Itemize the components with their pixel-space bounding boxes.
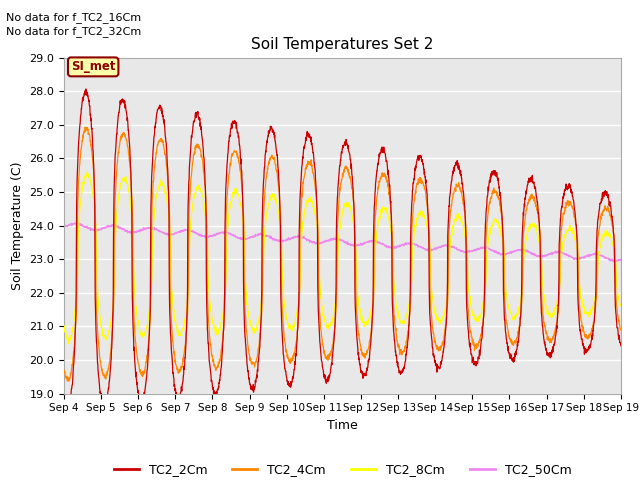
- TC2_4Cm: [359, 351, 367, 357]
- TC2_2Cm: [371, 189, 379, 195]
- TC2_4Cm: [568, 204, 576, 210]
- TC2_8Cm: [359, 320, 367, 325]
- TC2_50Cm: [371, 238, 379, 244]
- TC2_8Cm: [584, 312, 591, 318]
- X-axis label: Time: Time: [327, 419, 358, 432]
- TC2_4Cm: [584, 336, 591, 342]
- TC2_4Cm: [617, 326, 625, 332]
- TC2_4Cm: [60, 367, 68, 373]
- Line: TC2_8Cm: TC2_8Cm: [64, 172, 621, 344]
- TC2_50Cm: [216, 230, 223, 236]
- TC2_50Cm: [617, 256, 625, 262]
- TC2_2Cm: [505, 350, 513, 356]
- TC2_50Cm: [60, 224, 68, 230]
- TC2_2Cm: [617, 343, 625, 348]
- TC2_50Cm: [611, 259, 619, 264]
- TC2_4Cm: [81, 124, 89, 130]
- TC2_50Cm: [359, 241, 367, 247]
- TC2_50Cm: [584, 252, 591, 258]
- TC2_8Cm: [617, 301, 625, 307]
- TC2_50Cm: [72, 220, 80, 226]
- TC2_8Cm: [568, 225, 576, 231]
- Line: TC2_4Cm: TC2_4Cm: [64, 127, 621, 381]
- TC2_2Cm: [568, 189, 576, 195]
- Text: No data for f_TC2_16Cm: No data for f_TC2_16Cm: [6, 12, 141, 23]
- TC2_2Cm: [60, 396, 68, 401]
- TC2_8Cm: [60, 323, 68, 328]
- Text: SI_met: SI_met: [71, 60, 115, 73]
- Line: TC2_2Cm: TC2_2Cm: [64, 89, 621, 410]
- Y-axis label: Soil Temperature (C): Soil Temperature (C): [11, 161, 24, 290]
- TC2_4Cm: [65, 378, 72, 384]
- TC2_50Cm: [568, 254, 575, 260]
- TC2_2Cm: [584, 347, 591, 352]
- TC2_8Cm: [83, 169, 91, 175]
- Legend: TC2_2Cm, TC2_4Cm, TC2_8Cm, TC2_50Cm: TC2_2Cm, TC2_4Cm, TC2_8Cm, TC2_50Cm: [109, 458, 576, 480]
- Line: TC2_50Cm: TC2_50Cm: [64, 223, 621, 262]
- TC2_2Cm: [82, 86, 90, 92]
- TC2_2Cm: [65, 407, 73, 413]
- TC2_4Cm: [505, 333, 513, 339]
- TC2_2Cm: [359, 375, 367, 381]
- TC2_8Cm: [216, 327, 223, 333]
- TC2_50Cm: [504, 251, 512, 256]
- TC2_4Cm: [371, 220, 379, 226]
- TC2_8Cm: [371, 254, 379, 260]
- Title: Soil Temperatures Set 2: Soil Temperatures Set 2: [252, 37, 433, 52]
- TC2_8Cm: [65, 341, 72, 347]
- TC2_8Cm: [505, 302, 513, 308]
- Text: No data for f_TC2_32Cm: No data for f_TC2_32Cm: [6, 26, 141, 37]
- TC2_4Cm: [216, 359, 223, 364]
- TC2_2Cm: [216, 378, 223, 384]
